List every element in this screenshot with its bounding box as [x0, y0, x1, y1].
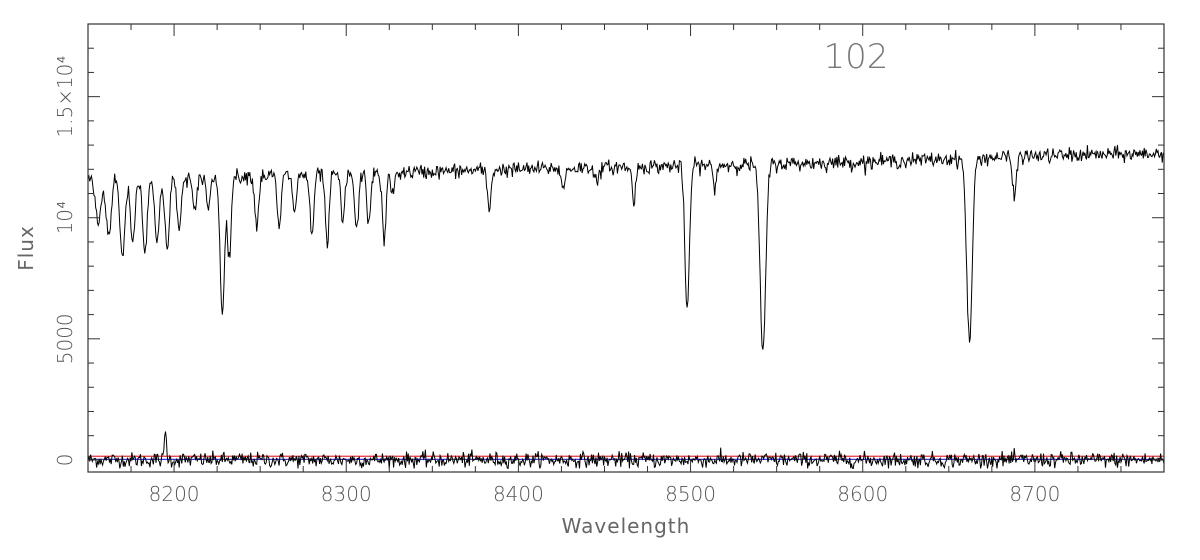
y-tick-labels: 0 5000 10⁴ 1.5×10⁴	[53, 56, 77, 467]
spectrum-trace	[87, 144, 1165, 350]
x-tick-label: 8600	[837, 482, 888, 506]
x-tick-label: 8300	[321, 482, 372, 506]
y-axis-title: Flux	[14, 225, 38, 271]
plot-frame	[87, 23, 1165, 473]
y-tick-label: 0	[53, 454, 77, 467]
plot-area	[87, 144, 1165, 470]
x-tick-label: 8700	[1009, 482, 1060, 506]
y-tick-label: 10⁴	[53, 201, 77, 234]
y-tick-label: 1.5×10⁴	[53, 56, 77, 138]
axis-ticks	[87, 23, 1165, 472]
y-tick-label: 5000	[53, 313, 77, 364]
residual-trace	[87, 431, 1165, 470]
x-tick-label: 8500	[665, 482, 716, 506]
x-tick-label: 8400	[493, 482, 544, 506]
x-tick-labels: 8200 8300 8400 8500 8600 8700	[149, 482, 1061, 506]
x-tick-label: 8200	[149, 482, 200, 506]
x-axis-title: Wavelength	[562, 514, 691, 538]
panel-label: 102	[824, 37, 889, 77]
